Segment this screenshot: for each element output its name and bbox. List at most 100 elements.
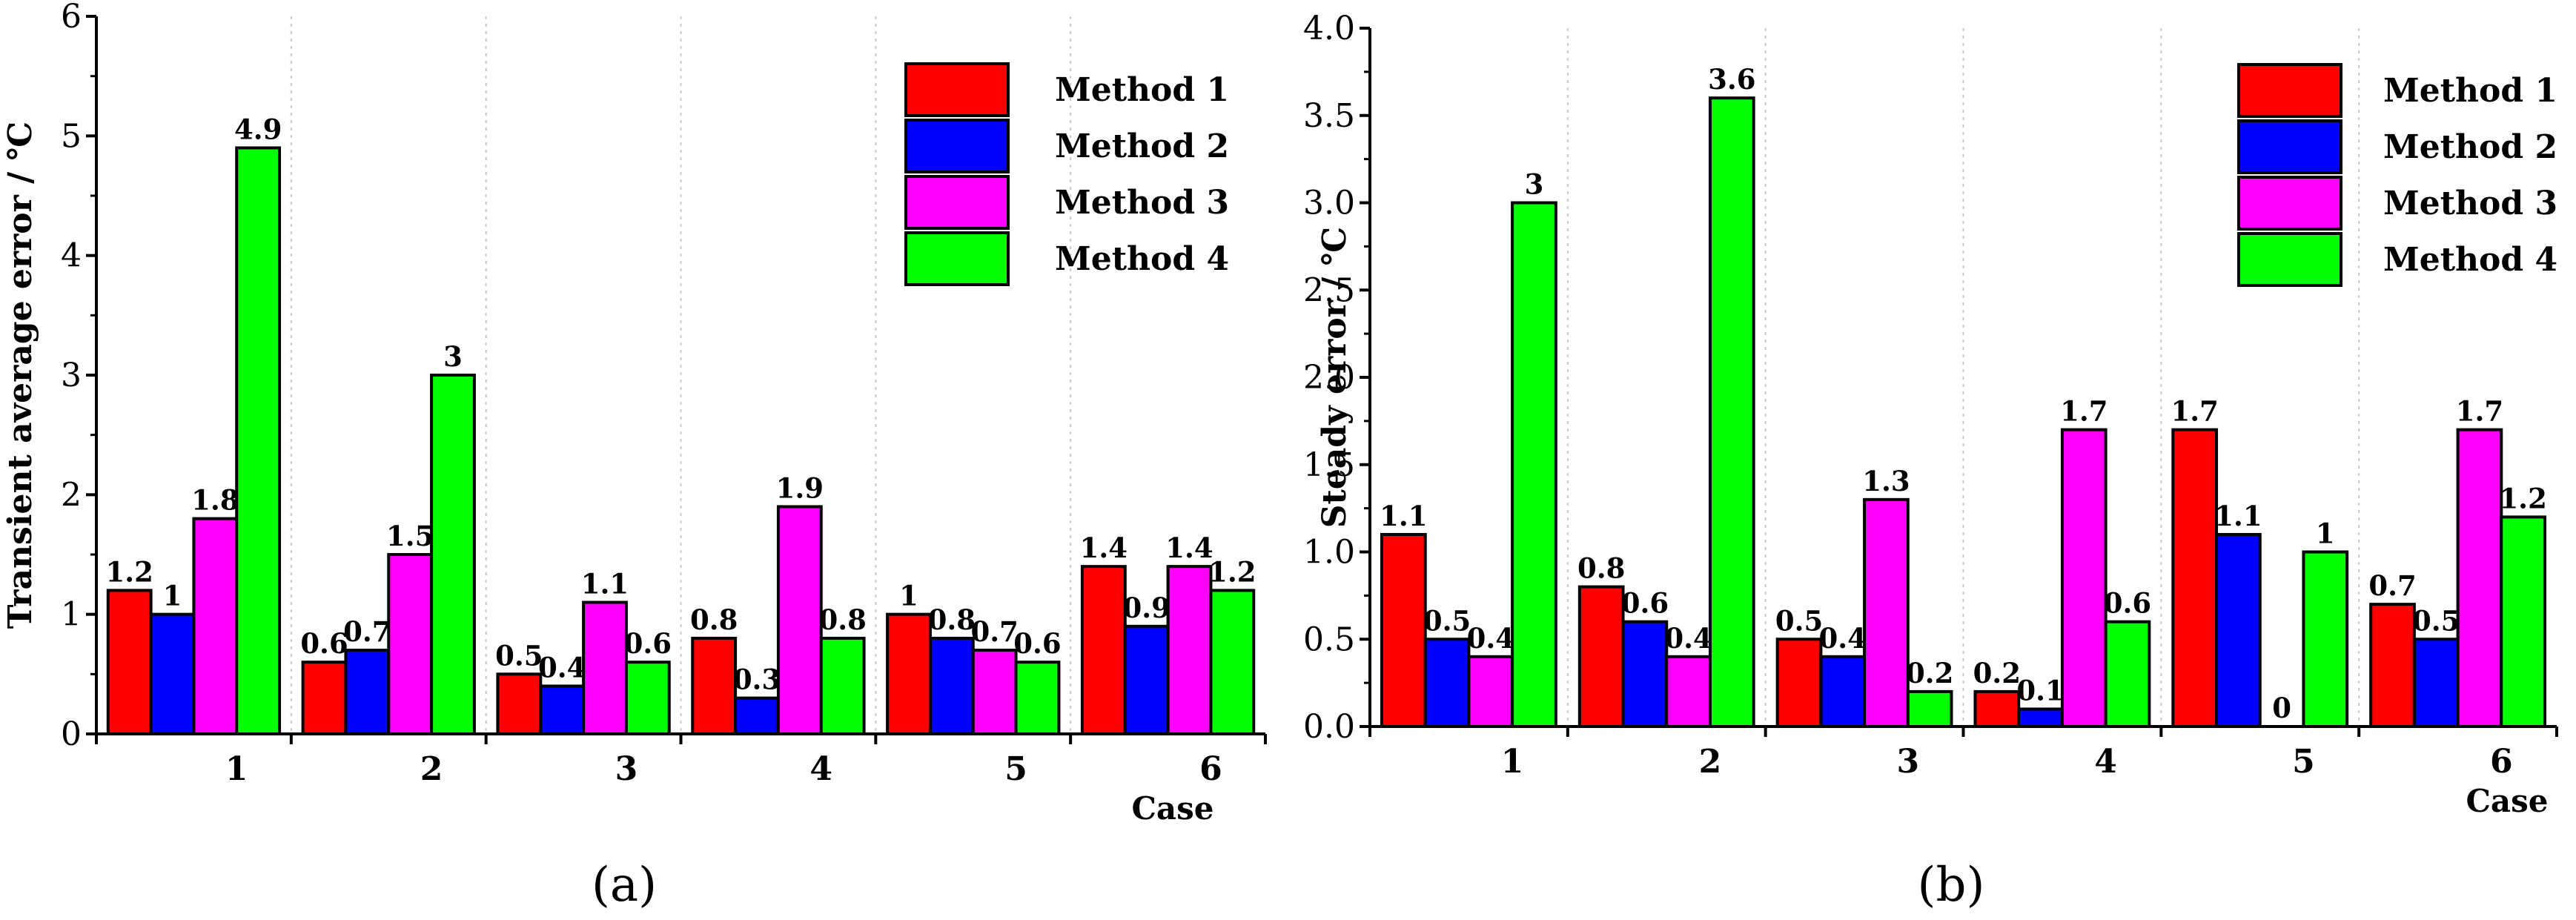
bar-method-4-case-1 [1511, 201, 1557, 728]
bar-method-1-case-5 [886, 612, 932, 736]
data-label: 0.8 [690, 603, 738, 636]
y-tick-label: 4 [61, 237, 82, 275]
data-label: 4.9 [234, 113, 282, 145]
x-tick-label: 6 [2490, 743, 2513, 781]
data-label: 0.6 [624, 627, 672, 660]
data-label: 0.8 [928, 603, 976, 636]
bar-method-1-case-2 [301, 661, 348, 736]
data-label: 0.6 [1621, 587, 1669, 620]
legend-label: Method 3 [2383, 185, 2557, 222]
bar-method-4-case-5 [2302, 550, 2349, 728]
bar-method-3-case-3 [1863, 497, 1910, 728]
panel-label: (a) [592, 858, 657, 913]
y-axis-title: Steady error / ℃ [1316, 227, 1354, 529]
data-label: 1.2 [2499, 482, 2546, 514]
y-tick-label: 3.5 [1303, 97, 1355, 135]
bar-method-4-case-1 [235, 146, 282, 735]
x-tick-label: 5 [1004, 750, 1027, 788]
legend-label: Method 1 [1055, 71, 1229, 109]
data-label: 1.2 [1208, 555, 1256, 588]
data-label: 1 [163, 580, 182, 612]
bar-method-1-case-4 [1973, 689, 2021, 729]
y-tick-label: 0.0 [1303, 708, 1355, 746]
legend-label: Method 4 [1055, 240, 1229, 278]
y-tick-label: 3.0 [1303, 185, 1355, 222]
x-tick-label: 2 [420, 750, 443, 788]
legend-swatch-method-1 [2237, 63, 2342, 118]
bar-method-3-case-1 [1467, 655, 1514, 728]
data-label: 1.7 [2060, 395, 2108, 428]
y-tick-label: 1.0 [1303, 534, 1355, 572]
y-tick-label: 1.5 [1303, 446, 1355, 484]
y-tick-label: 3 [61, 357, 82, 394]
data-label: 3 [1525, 168, 1544, 201]
data-label: 0 [2272, 692, 2291, 724]
bar-method-3-case-6 [1166, 565, 1213, 736]
legend-swatch-method-3 [2237, 176, 2342, 231]
data-label: 1.3 [1862, 465, 1910, 497]
data-label: 0.4 [1467, 622, 1514, 655]
bar-method-3-case-4 [2060, 428, 2108, 729]
legend-swatch-method-4 [2237, 232, 2342, 287]
bar-method-1-case-6 [1080, 565, 1127, 736]
legend-label: Method 1 [2383, 72, 2557, 110]
data-label: 3 [443, 340, 463, 373]
y-tick-label: 0.5 [1303, 620, 1355, 658]
bar-method-2-case-1 [1423, 638, 1471, 728]
data-label: 1.4 [1165, 532, 1213, 564]
data-label: 0.6 [1013, 627, 1061, 660]
legend: Method 1 Method 2 Method 3 Method 4 [2237, 63, 2557, 287]
data-label: 1.5 [386, 520, 434, 552]
data-label: 1.1 [581, 568, 629, 600]
data-label: 0.4 [1664, 622, 1712, 655]
data-label: 1.7 [2171, 395, 2219, 428]
y-tick-label: 6 [61, 0, 82, 36]
bar-method-4-case-3 [624, 661, 671, 736]
bar-method-2-case-1 [149, 612, 196, 736]
bar-method-2-case-3 [1819, 655, 1867, 728]
data-label: 0.9 [1122, 592, 1170, 624]
legend-swatch-method-3 [904, 175, 1010, 230]
data-label: 0.6 [2104, 587, 2151, 620]
y-tick-label: 2 [61, 476, 82, 514]
legend: Method 1 Method 2 Method 3 Method 4 [904, 62, 1229, 286]
y-tick-label: 5 [61, 117, 82, 155]
bar-method-1-case-5 [2171, 428, 2219, 729]
legend-swatch-method-2 [904, 119, 1010, 173]
bar-method-3-case-1 [192, 517, 239, 735]
y-tick-label: 0 [61, 715, 82, 753]
data-label: 1.4 [1080, 532, 1128, 564]
data-label: 1.1 [2214, 500, 2262, 532]
y-tick-label: 2.5 [1303, 271, 1355, 309]
bar-method-4-case-4 [2104, 620, 2151, 729]
legend-label: Method 4 [2383, 241, 2557, 279]
x-axis-title: Case [2466, 783, 2548, 819]
x-tick-label: 3 [1896, 743, 1919, 781]
data-label: 0.5 [495, 639, 543, 672]
bar-method-2-case-2 [1621, 620, 1669, 729]
data-label: 1.7 [2456, 395, 2503, 428]
bar-method-2-case-6 [1123, 624, 1170, 735]
panel-label: (b) [1918, 858, 1985, 913]
data-label: 1.8 [191, 484, 239, 517]
data-label: 0.3 [733, 663, 781, 696]
data-label: 0.4 [1819, 622, 1867, 655]
bar-method-2-case-4 [2017, 707, 2064, 729]
data-label: 0.5 [1423, 604, 1471, 637]
data-label: 0.2 [1973, 657, 2021, 689]
bar-method-3-case-5 [971, 649, 1018, 735]
bar-method-1-case-3 [496, 672, 543, 735]
bar-method-4-case-6 [1209, 589, 1256, 736]
x-tick-label: 4 [2094, 743, 2117, 781]
legend-label: Method 2 [1055, 128, 1229, 165]
data-label: 1.9 [776, 471, 824, 504]
x-tick-label: 2 [1699, 743, 1722, 781]
bar-method-1-case-6 [2369, 603, 2416, 729]
data-label: 0.5 [1775, 604, 1823, 637]
x-tick-label: 1 [225, 750, 248, 788]
legend-label: Method 3 [1055, 184, 1229, 222]
legend-swatch-method-1 [904, 62, 1010, 117]
bar-method-1-case-3 [1775, 638, 1823, 728]
bar-method-4-case-6 [2500, 515, 2546, 729]
